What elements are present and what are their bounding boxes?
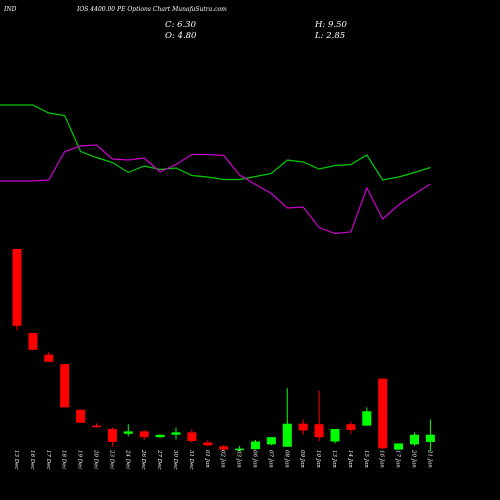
candle-body — [44, 354, 54, 362]
candle — [298, 419, 308, 435]
candle — [266, 437, 276, 446]
x-tick-label: 19 Dec — [77, 450, 83, 470]
candle-body — [235, 448, 245, 451]
candle — [346, 421, 356, 434]
x-tick-label: 13 Dec — [13, 450, 19, 470]
x-tick-label: 06 Jan — [252, 450, 258, 468]
close-value: C: 6.30 — [165, 20, 196, 30]
candle — [139, 429, 149, 441]
candle-body — [394, 443, 404, 450]
candle — [187, 429, 197, 443]
open-value: O: 4.80 — [165, 31, 197, 41]
green-series-line — [0, 104, 431, 181]
candle — [282, 388, 292, 447]
x-tick-label: 15 Jan — [363, 450, 369, 468]
candles — [12, 249, 435, 452]
candle-body — [330, 429, 340, 442]
symbol-label: IND — [4, 6, 17, 13]
chart-title: IOS 4400.00 PE Options Chart MunafaSutra… — [77, 6, 227, 13]
x-tick-label: 09 Jan — [299, 450, 305, 468]
candle-body — [155, 434, 165, 438]
candle-body — [410, 434, 419, 445]
candle-body — [282, 423, 292, 447]
x-axis: 13 Dec 16 Dec 17 Dec 18 Dec 19 Dec 20 Dec 23 D… — [13, 449, 432, 470]
candle — [425, 419, 435, 452]
candle — [330, 429, 340, 444]
x-tick-label: 17 Jan — [395, 450, 401, 468]
candle-body — [28, 333, 38, 350]
candle — [203, 440, 213, 447]
candle-body — [12, 249, 22, 326]
candle — [12, 249, 22, 331]
candle — [28, 333, 38, 350]
candle-body — [76, 409, 86, 423]
x-tick-label: 20 Jan — [411, 449, 417, 468]
x-tick-label: 14 Jan — [347, 450, 353, 468]
candle — [362, 407, 372, 426]
x-tick-label: 16 Jan — [379, 450, 385, 468]
candle-body — [378, 378, 388, 449]
candle — [235, 445, 245, 452]
candle-body — [425, 434, 435, 442]
x-tick-label: 01 Jan — [204, 450, 210, 468]
candle-body — [266, 437, 276, 445]
low-value: L: 2.85 — [315, 31, 346, 41]
x-tick-label: 17 Dec — [45, 450, 51, 470]
candle — [44, 352, 54, 362]
x-tick-label: 27 Dec — [156, 449, 162, 470]
candle — [123, 424, 133, 437]
candle-body — [314, 424, 324, 438]
x-tick-label: 13 Jan — [331, 450, 337, 468]
x-tick-label: 03 Jan — [236, 450, 242, 468]
candle-body — [187, 432, 197, 441]
candle — [155, 434, 165, 439]
indicator-lines — [0, 104, 431, 235]
candle — [251, 440, 260, 450]
candle — [107, 427, 117, 447]
x-tick-label: 16 Dec — [29, 450, 35, 470]
candle — [171, 427, 181, 440]
candle — [394, 443, 404, 450]
x-tick-label: 24 Dec — [124, 449, 130, 470]
x-tick-label: 30 Dec — [172, 450, 178, 470]
candle-body — [107, 429, 117, 442]
candle-body — [251, 441, 260, 450]
candle — [92, 423, 101, 428]
candle-body — [60, 364, 70, 408]
candle-body — [346, 424, 356, 430]
x-tick-label: 18 Dec — [61, 450, 67, 470]
candle-body — [123, 431, 133, 434]
candle-body — [219, 446, 229, 450]
x-tick-label: 31 Dec — [188, 450, 194, 470]
x-tick-label: 21 Jan — [426, 449, 432, 468]
candle-body — [92, 425, 101, 428]
candle-body — [362, 411, 372, 426]
x-tick-label: 26 Dec — [140, 449, 146, 470]
candle-body — [203, 442, 213, 446]
candle — [314, 390, 324, 441]
x-tick-label: 20 Dec — [93, 449, 99, 470]
candle — [219, 444, 229, 451]
x-tick-label: 02 Jan — [220, 450, 226, 468]
candle-body — [139, 431, 149, 438]
candle — [378, 378, 388, 450]
x-tick-label: 08 Jan — [283, 450, 289, 468]
candle-body — [298, 423, 308, 431]
candle — [410, 432, 419, 446]
candle — [76, 409, 86, 423]
x-tick-label: 10 Jan — [315, 450, 321, 468]
candle-body — [171, 432, 181, 435]
magenta-series-line — [0, 144, 431, 235]
candle — [60, 364, 70, 408]
x-tick-label: 07 Jan — [267, 450, 273, 468]
high-value: H: 9.50 — [315, 20, 347, 30]
x-tick-label: 23 Dec — [108, 449, 114, 470]
